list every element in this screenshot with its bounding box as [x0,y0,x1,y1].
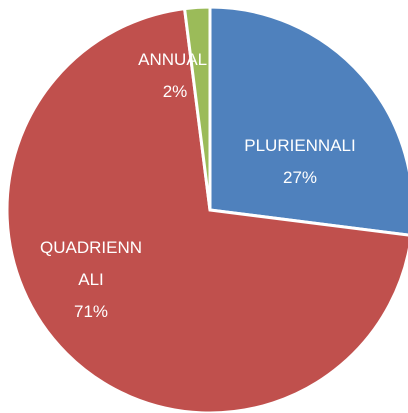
pie-slice [5,6,408,413]
data-label: QUADRIENNALI 71% [35,232,147,328]
value-label: 2% [162,82,188,101]
pie-slice [182,5,212,211]
category-label: QUADRIENNALI [39,238,142,289]
category-label: PLURIENNALI [244,136,356,155]
category-label: ANNUALI [138,50,212,69]
value-label: 27% [282,168,318,187]
data-label: ANNUALI 2% [130,44,220,108]
pie-slice [208,5,408,237]
data-label: PLURIENNALI 27% [240,130,360,194]
value-label: 71% [73,302,109,321]
